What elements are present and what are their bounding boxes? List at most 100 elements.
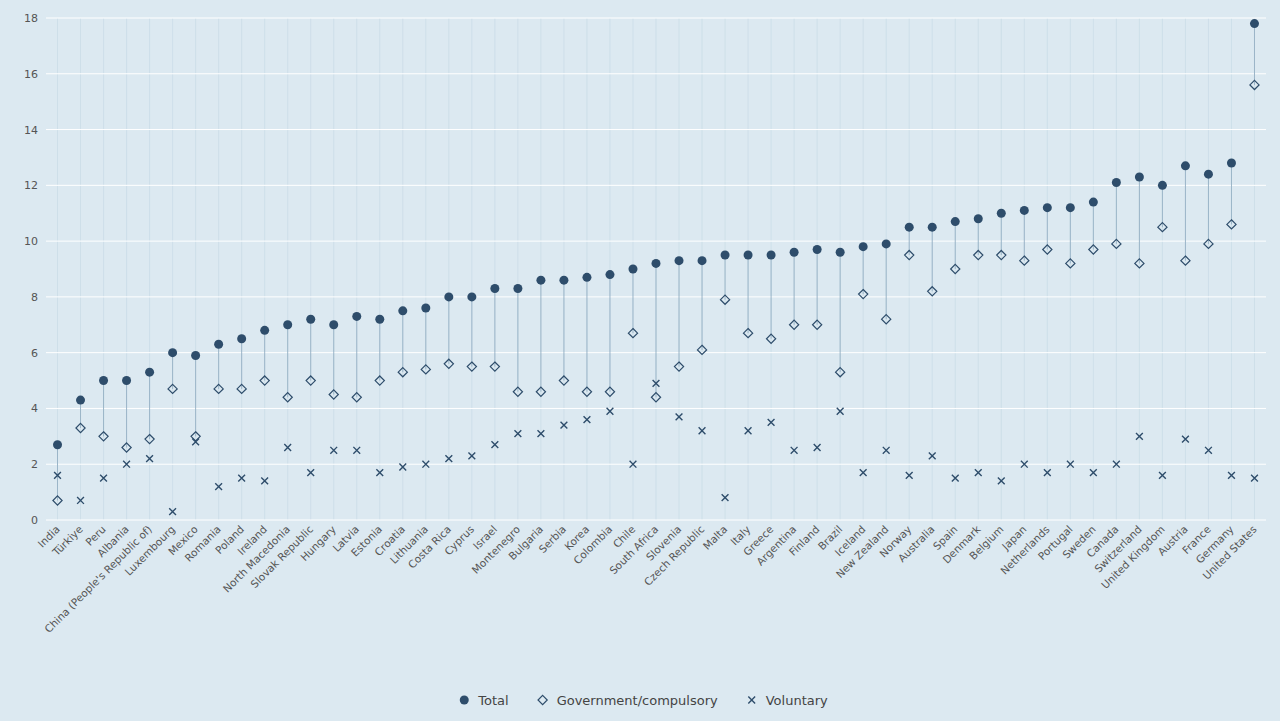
total-dot — [813, 245, 822, 254]
y-grid-line — [46, 408, 1266, 409]
total-dot — [721, 251, 730, 260]
stem — [126, 381, 127, 448]
voluntary-cross — [630, 461, 637, 468]
x-grid-line — [195, 18, 196, 520]
govt-diamond — [651, 393, 660, 402]
govt-diamond — [1135, 259, 1144, 268]
stem — [609, 275, 610, 392]
legend-marker — [538, 695, 547, 704]
govt-diamond — [283, 393, 292, 402]
x-grid-line — [955, 18, 956, 520]
govt-diamond — [237, 384, 246, 393]
x-grid-line — [817, 18, 818, 520]
legend-symbol — [748, 697, 755, 704]
total-dot — [283, 320, 292, 329]
stem — [1116, 183, 1117, 244]
x-grid-line — [540, 18, 541, 520]
total-dot — [168, 348, 177, 357]
govt-diamond — [145, 435, 154, 444]
govt-diamond — [513, 387, 522, 396]
total-dot — [997, 209, 1006, 218]
x-grid-line — [609, 18, 610, 520]
stem — [955, 222, 956, 269]
total-dot — [836, 248, 845, 257]
govt-diamond — [1158, 223, 1167, 232]
govt-diamond — [790, 320, 799, 329]
stem — [840, 252, 841, 372]
voluntary-cross — [491, 441, 498, 448]
voluntary-cross — [514, 430, 521, 437]
stem — [679, 261, 680, 367]
voluntary-cross — [1182, 436, 1189, 443]
x-grid-line — [1208, 18, 1209, 520]
voluntary-cross — [1136, 433, 1143, 440]
voluntary-cross — [215, 483, 222, 490]
x-grid-line — [794, 18, 795, 520]
total-dot — [698, 256, 707, 265]
total-dot — [352, 312, 361, 321]
stem — [1231, 163, 1232, 224]
voluntary-cross — [975, 469, 982, 476]
stem — [540, 280, 541, 392]
stem — [771, 255, 772, 339]
stem — [1208, 174, 1209, 244]
legend-item: Government/compulsory — [538, 693, 718, 708]
x-grid-line — [1231, 18, 1232, 520]
stem — [310, 319, 311, 380]
y-tick-label: 10 — [24, 235, 38, 248]
total-dot — [951, 217, 960, 226]
x-grid-line — [448, 18, 449, 520]
total-dot — [928, 223, 937, 232]
total-dot — [53, 440, 62, 449]
govt-diamond — [582, 387, 591, 396]
voluntary-cross — [1044, 469, 1051, 476]
x-grid-line — [586, 18, 587, 520]
x-tick-label: China (People's Republic of) — [42, 523, 154, 635]
x-tick-label: Finland — [787, 523, 822, 558]
govt-diamond — [536, 387, 545, 396]
stem — [195, 355, 196, 436]
voluntary-cross — [330, 447, 337, 454]
govt-diamond — [1043, 245, 1052, 254]
govt-diamond — [1250, 80, 1259, 89]
voluntary-cross — [77, 497, 84, 504]
x-tick-label: United States — [1200, 523, 1259, 582]
voluntary-cross — [1067, 461, 1074, 468]
y-grid-line — [46, 520, 1266, 521]
stem — [1185, 166, 1186, 261]
govt-diamond — [421, 365, 430, 374]
stem — [494, 289, 495, 367]
y-tick-label: 2 — [31, 458, 38, 471]
x-grid-line — [748, 18, 749, 520]
stem — [264, 330, 265, 380]
stem — [402, 311, 403, 372]
voluntary-cross — [1021, 461, 1028, 468]
stem — [563, 280, 564, 380]
voluntary-cross — [307, 469, 314, 476]
x-grid-line — [1162, 18, 1163, 520]
voluntary-cross — [353, 447, 360, 454]
stem — [149, 372, 150, 439]
govt-diamond — [559, 376, 568, 385]
legend-label: Voluntary — [766, 693, 828, 708]
series — [53, 80, 1259, 505]
x-grid-line — [287, 18, 288, 520]
x-tick-label: United Kingdom — [1099, 523, 1167, 591]
x-grid-line — [80, 18, 81, 520]
govt-diamond — [444, 359, 453, 368]
total-dot — [628, 265, 637, 274]
legend-item: Voluntary — [748, 693, 828, 708]
total-dot — [1066, 203, 1075, 212]
stem — [517, 289, 518, 392]
voluntary-cross — [538, 430, 545, 437]
chart: IndiaTürkiyePeruAlbaniaChina (People's R… — [0, 0, 1280, 721]
stem — [333, 325, 334, 395]
voluntary-cross — [906, 472, 913, 479]
total-dot — [675, 256, 684, 265]
govt-diamond — [214, 384, 223, 393]
total-dot — [421, 304, 430, 313]
x-grid-line — [172, 18, 173, 520]
stem — [1001, 213, 1002, 255]
stem — [218, 344, 219, 389]
x-grid-line — [1139, 18, 1140, 520]
